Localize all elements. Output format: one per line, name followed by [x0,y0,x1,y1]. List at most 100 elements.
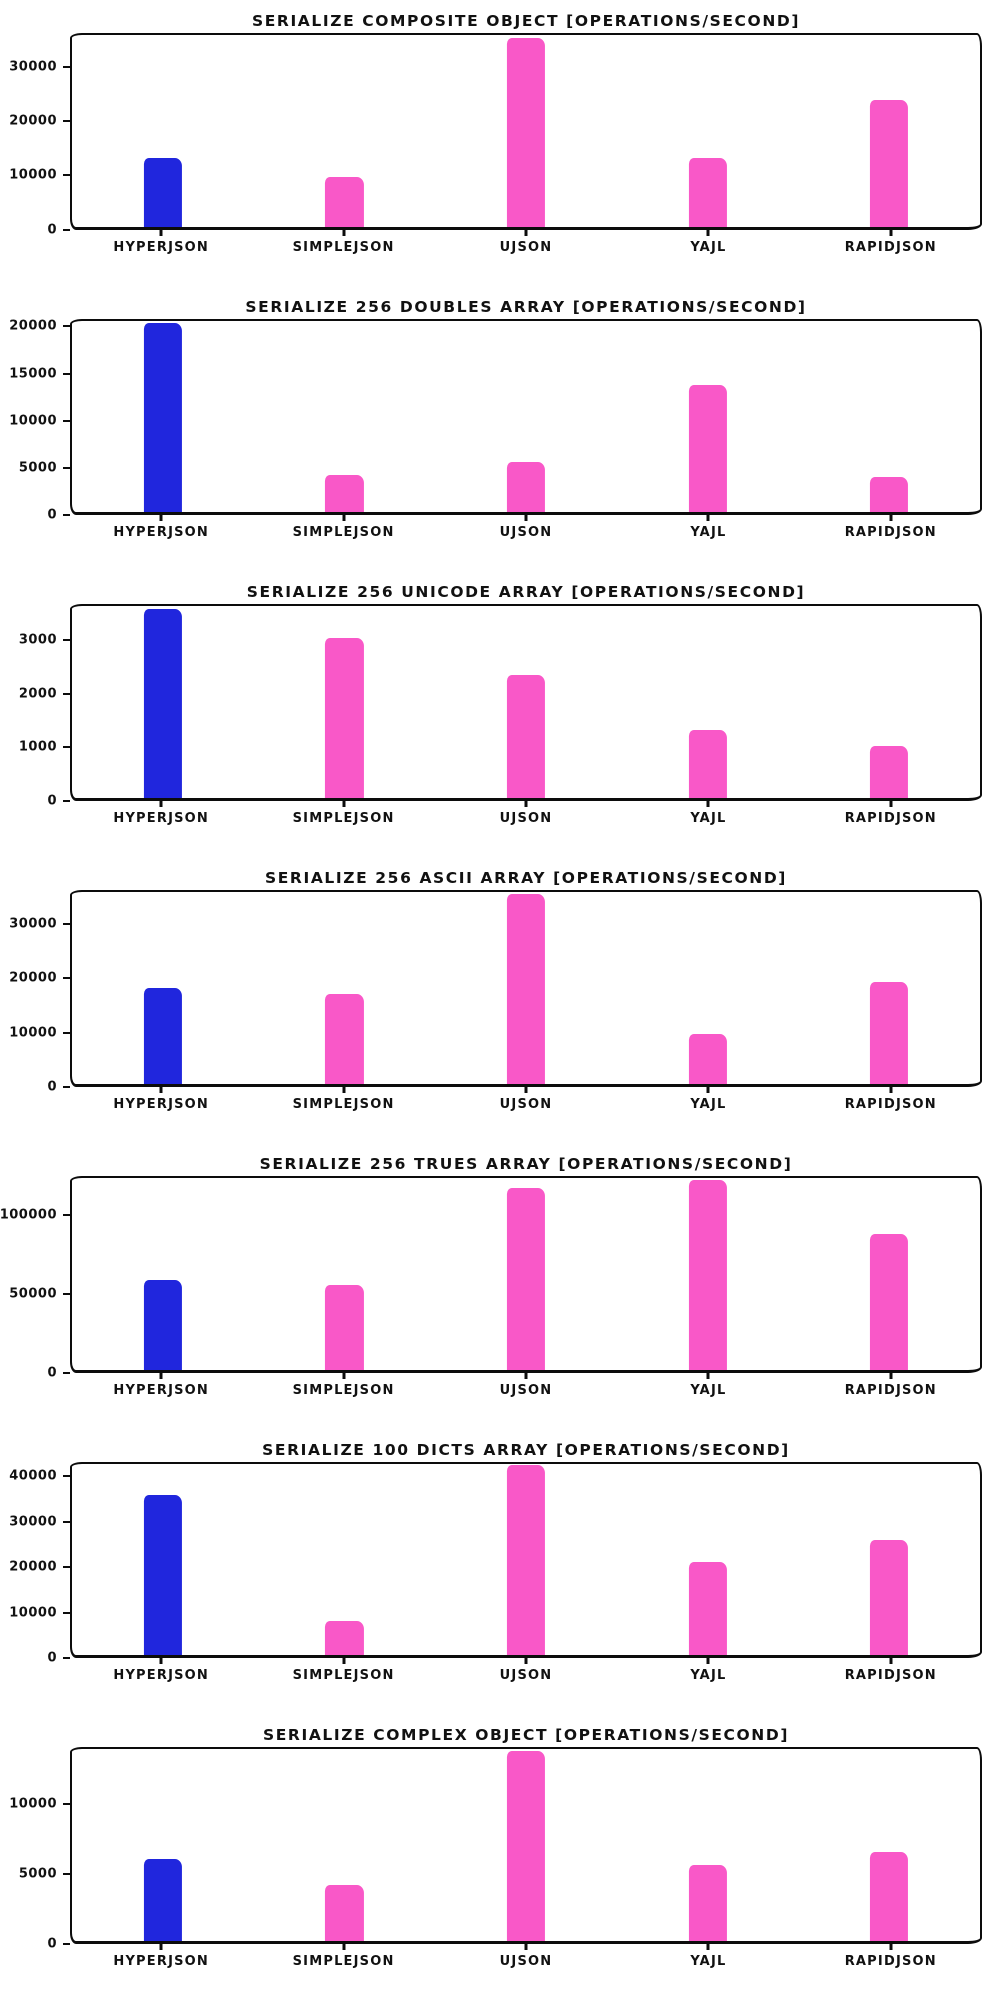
bar-rapidjson [870,1539,909,1656]
bar-yajl [688,1033,727,1084]
y-tick-mark [63,1371,70,1374]
x-tick-label: SIMPLEJSON [292,811,395,827]
x-tick-mark [706,514,710,522]
x-tick-label: RAPIDJSON [844,1096,937,1112]
y-tick-label: 40000 [9,1468,57,1484]
chart-4: SERIALIZE 256 TRUES ARRAY [OPERATIONS/SE… [0,1143,1000,1429]
x-tick-mark [524,1085,528,1093]
x-tick-mark [524,514,528,522]
y-tick-mark [63,1475,70,1478]
x-tick-label: HYPERJSON [113,525,210,541]
y-tick-mark [63,1085,70,1088]
chart-title: SERIALIZE 256 UNICODE ARRAY [OPERATIONS/… [246,583,806,602]
x-tick-label: SIMPLEJSON [292,1668,395,1684]
x-tick-mark [706,1943,710,1951]
chart-title: SERIALIZE 256 TRUES ARRAY [OPERATIONS/SE… [259,1154,793,1173]
y-tick-mark [63,1611,70,1614]
bar-ujson [506,38,546,227]
y-tick-mark [63,1031,70,1034]
bar-simplejson [325,638,364,799]
bar-rapidjson [870,745,909,799]
y-tick-mark [63,746,70,749]
bar-ujson [506,1465,546,1656]
x-tick-label: YAJL [690,525,727,541]
bar-hyperjson [143,1494,182,1656]
chart-3: SERIALIZE 256 ASCII ARRAY [OPERATIONS/SE… [0,857,1000,1143]
y-tick-label: 0 [47,793,57,809]
y-tick-label: 5000 [18,1866,57,1882]
y-tick-mark [63,467,70,470]
y-tick-label: 20000 [9,1559,57,1575]
y-axis: 0 5000 10000 15000 20000 [0,319,70,522]
x-tick-label: RAPIDJSON [844,525,937,541]
x-tick-mark [706,1371,710,1379]
x-tick-mark [706,228,710,236]
y-tick-mark [63,372,70,375]
y-tick-label: 10000 [9,413,57,429]
x-tick-label: YAJL [690,1668,727,1684]
plot-area [70,604,982,802]
x-tick-label: UJSON [499,1954,553,1970]
x-tick-label: RAPIDJSON [844,1668,937,1684]
x-axis: HYPERJSON SIMPLEJSON UJSON YAJL RAPIDJSON [70,1943,982,1974]
x-tick-label: UJSON [499,811,553,827]
bar-rapidjson [870,1852,909,1942]
x-tick-label: SIMPLEJSON [292,239,395,255]
plot-area [70,1747,982,1945]
chart-2: SERIALIZE 256 UNICODE ARRAY [OPERATIONS/… [0,571,1000,857]
x-tick-mark [342,1085,346,1093]
y-tick-label: 15000 [9,366,57,382]
y-tick-mark [63,692,70,695]
bar-ujson [506,894,546,1084]
x-tick-label: SIMPLEJSON [292,1096,395,1112]
x-tick-mark [524,228,528,236]
bar-yajl [688,1864,727,1942]
y-tick-mark [63,514,70,517]
y-tick-label: 10000 [9,167,57,183]
x-tick-mark [524,800,528,808]
x-axis: HYPERJSON SIMPLEJSON UJSON YAJL RAPIDJSON [70,228,982,260]
bar-hyperjson [143,1280,182,1370]
x-tick-label: UJSON [499,239,553,255]
bar-simplejson [325,176,364,227]
y-tick-label: 0 [47,507,57,523]
y-tick-label: 2000 [18,686,57,702]
y-tick-mark [63,922,70,925]
x-tick-label: HYPERJSON [113,239,210,255]
x-tick-mark [706,1085,710,1093]
chart-title: SERIALIZE 100 DICTS ARRAY [OPERATIONS/SE… [262,1440,790,1459]
x-tick-label: YAJL [690,1954,727,1970]
bar-ujson [506,1751,546,1942]
bar-rapidjson [870,477,909,513]
x-tick-label: SIMPLEJSON [292,525,395,541]
x-tick-mark [889,228,893,236]
bar-yajl [688,1562,727,1656]
y-tick-label: 0 [47,1079,57,1095]
x-tick-label: HYPERJSON [113,1954,210,1970]
x-tick-label: YAJL [690,811,727,827]
bar-simplejson [325,1284,364,1370]
x-tick-mark [159,1371,163,1379]
x-tick-mark [889,514,893,522]
bar-hyperjson [143,608,182,799]
plot-area [70,318,982,516]
y-tick-label: 30000 [9,59,57,75]
y-tick-label: 3000 [18,632,57,648]
x-axis: HYPERJSON SIMPLEJSON UJSON YAJL RAPIDJSON [70,1371,982,1403]
x-tick-label: RAPIDJSON [844,1954,937,1970]
x-tick-label: YAJL [690,1382,727,1398]
x-tick-label: UJSON [499,525,553,541]
y-tick-mark [63,120,70,123]
x-tick-label: RAPIDJSON [844,1382,937,1398]
y-tick-mark [63,419,70,422]
y-tick-mark [63,1520,70,1523]
x-tick-label: UJSON [499,1382,553,1398]
y-tick-label: 0 [47,1936,57,1952]
y-axis: 0 1000 2000 3000 [0,604,70,808]
bar-simplejson [325,1620,364,1656]
x-tick-label: HYPERJSON [113,811,210,827]
y-tick-label: 1000 [18,739,57,755]
x-tick-label: HYPERJSON [113,1382,210,1398]
x-tick-mark [342,228,346,236]
bar-simplejson [325,1885,364,1942]
